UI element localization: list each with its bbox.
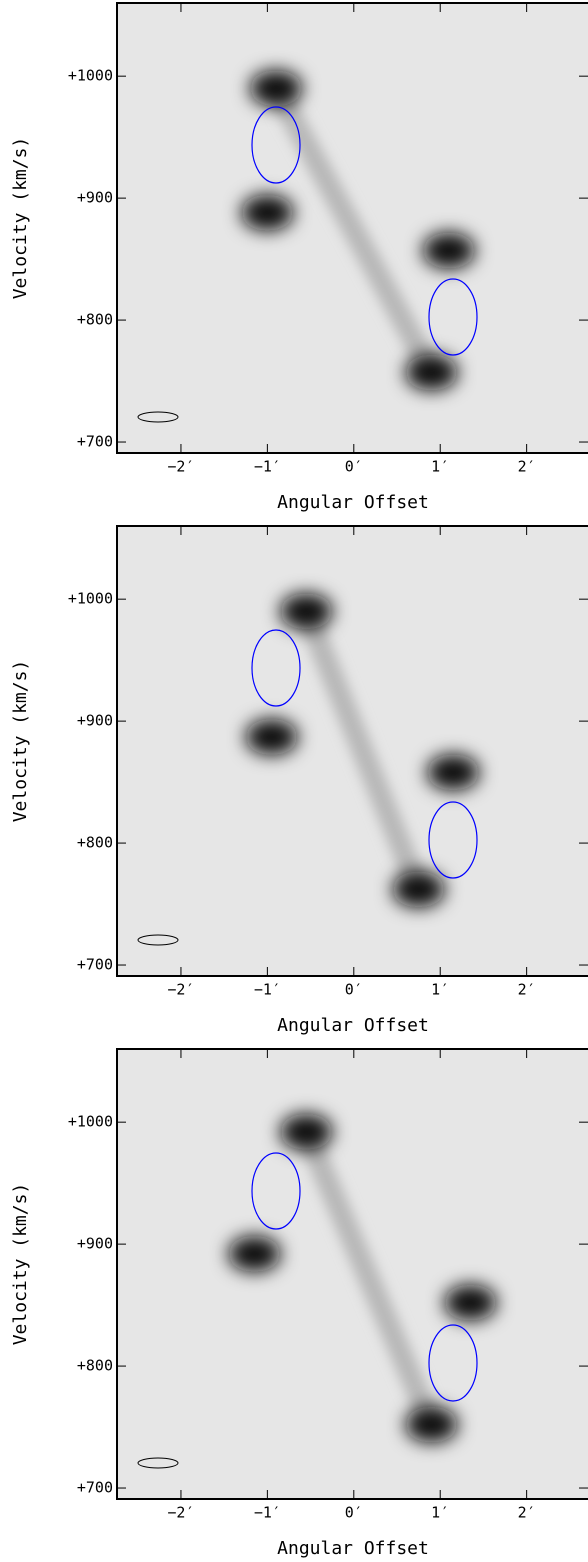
emission-peak: [241, 194, 294, 231]
x-tick-label: 0′: [345, 1504, 363, 1522]
beam: [137, 934, 179, 946]
x-tick-label: −1′: [254, 981, 281, 999]
plot-background: [117, 1049, 588, 1499]
emission-peak: [427, 754, 480, 791]
y-tick-label: +1000: [68, 67, 113, 85]
x-tick-label: −1′: [254, 1504, 281, 1522]
y-axis-label: Velocity (km/s): [10, 137, 31, 300]
y-tick-label: +700: [77, 956, 113, 974]
y-tick-label: +800: [77, 834, 113, 852]
y-tick-label: +900: [77, 712, 113, 730]
y-tick-label: +900: [77, 1235, 113, 1253]
reference-ellipse: [428, 278, 478, 356]
y-tick-label: +1000: [68, 1113, 113, 1131]
x-tick-label: 2′: [518, 1504, 536, 1522]
emission-peak: [405, 354, 458, 391]
y-tick-label: +1000: [68, 590, 113, 608]
y-tick-label: +700: [77, 433, 113, 451]
y-tick-label: +800: [77, 1357, 113, 1375]
beam: [137, 411, 179, 423]
y-tick-label: +900: [77, 189, 113, 207]
x-tick-label: −2′: [167, 981, 194, 999]
streak: [296, 1127, 442, 1429]
reference-ellipse: [251, 106, 301, 184]
emission-peak: [250, 70, 303, 107]
x-tick-label: 1′: [431, 981, 449, 999]
x-tick-label: −2′: [167, 458, 194, 476]
plot-content: [228, 1113, 497, 1443]
beam: [137, 1457, 179, 1469]
emission-peak: [280, 593, 333, 630]
y-axis-label: Velocity (km/s): [10, 660, 31, 823]
y-tick-label: +700: [77, 1479, 113, 1497]
x-tick-label: 1′: [431, 1504, 449, 1522]
x-tick-label: 0′: [345, 458, 363, 476]
reference-ellipse: [251, 629, 301, 707]
reference-ellipse: [428, 1324, 478, 1402]
x-axis-label: Angular Offset: [277, 1015, 429, 1036]
streak: [266, 83, 442, 378]
x-tick-label: 2′: [518, 458, 536, 476]
reference-ellipse: [428, 801, 478, 879]
plot-content: [241, 70, 475, 391]
emission-peak: [405, 1406, 458, 1443]
x-tick-label: 1′: [431, 458, 449, 476]
x-tick-label: 2′: [518, 981, 536, 999]
x-tick-label: −1′: [254, 458, 281, 476]
y-axis-label: Velocity (km/s): [10, 1183, 31, 1346]
emission-peak: [392, 871, 445, 908]
y-tick-label: +800: [77, 311, 113, 329]
emission-peak: [422, 232, 475, 269]
x-axis-label: Angular Offset: [277, 1538, 429, 1559]
x-axis-label: Angular Offset: [277, 492, 429, 513]
reference-ellipse: [251, 1152, 301, 1230]
emission-peak: [245, 718, 298, 755]
x-tick-label: −2′: [167, 1504, 194, 1522]
plot-content: [245, 593, 480, 908]
emission-peak: [228, 1235, 281, 1272]
emission-peak: [444, 1284, 497, 1321]
streak: [296, 607, 429, 894]
x-tick-label: 0′: [345, 981, 363, 999]
emission-peak: [280, 1113, 333, 1150]
